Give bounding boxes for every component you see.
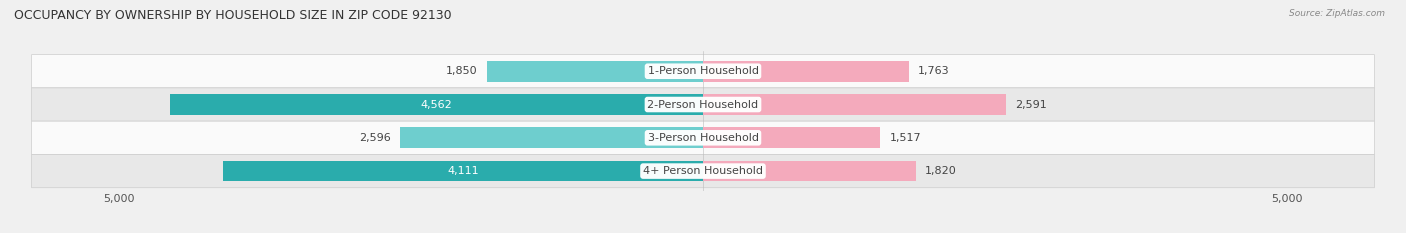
Text: 1,763: 1,763	[918, 66, 950, 76]
Text: 2-Person Household: 2-Person Household	[647, 99, 759, 110]
Text: 4+ Person Household: 4+ Person Household	[643, 166, 763, 176]
Text: 2,596: 2,596	[359, 133, 391, 143]
FancyBboxPatch shape	[31, 88, 1375, 121]
Text: 4,562: 4,562	[420, 99, 453, 110]
FancyBboxPatch shape	[31, 154, 1375, 188]
Bar	[703, 127, 880, 148]
FancyBboxPatch shape	[31, 55, 1375, 88]
Text: 3-Person Household: 3-Person Household	[648, 133, 758, 143]
Bar	[224, 161, 703, 182]
Text: 1,517: 1,517	[890, 133, 921, 143]
Bar	[703, 94, 1005, 115]
Text: 1,820: 1,820	[925, 166, 956, 176]
Text: Source: ZipAtlas.com: Source: ZipAtlas.com	[1289, 9, 1385, 18]
Text: OCCUPANCY BY OWNERSHIP BY HOUSEHOLD SIZE IN ZIP CODE 92130: OCCUPANCY BY OWNERSHIP BY HOUSEHOLD SIZE…	[14, 9, 451, 22]
Bar	[703, 161, 915, 182]
Bar	[170, 94, 703, 115]
Text: 2,591: 2,591	[1015, 99, 1046, 110]
Text: 1,850: 1,850	[446, 66, 478, 76]
FancyBboxPatch shape	[31, 121, 1375, 154]
Bar	[703, 61, 908, 82]
Bar	[399, 127, 703, 148]
Text: 1-Person Household: 1-Person Household	[648, 66, 758, 76]
Bar	[486, 61, 703, 82]
Text: 4,111: 4,111	[447, 166, 479, 176]
